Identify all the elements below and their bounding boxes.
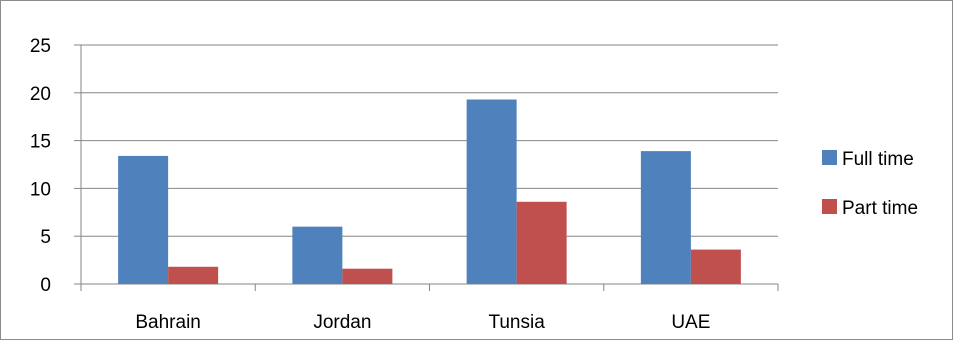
y-tick-label: 5 xyxy=(40,227,51,248)
bar-part-time xyxy=(516,201,567,284)
bar-full-time xyxy=(118,155,169,284)
bar-part-time xyxy=(168,266,219,284)
y-tick-label: 0 xyxy=(40,275,51,296)
bar-full-time xyxy=(292,226,343,284)
x-tick-label: Jordan xyxy=(313,312,371,333)
bar-full-time xyxy=(640,151,691,284)
bar-part-time xyxy=(342,268,393,284)
x-tick-label: Tunsia xyxy=(488,312,545,333)
y-tick-label: 10 xyxy=(30,179,51,200)
bar-part-time xyxy=(690,249,741,284)
y-tick-label: 20 xyxy=(30,84,51,105)
x-tick-label: Bahrain xyxy=(135,312,201,333)
legend-swatch xyxy=(822,199,837,214)
y-tick-label: 25 xyxy=(30,36,51,57)
bar-full-time xyxy=(466,99,517,284)
y-tick-label: 15 xyxy=(30,132,51,153)
legend-label: Full time xyxy=(842,149,914,170)
legend-swatch xyxy=(822,150,837,165)
legend-label: Part time xyxy=(842,198,918,219)
x-tick-label: UAE xyxy=(671,312,710,333)
